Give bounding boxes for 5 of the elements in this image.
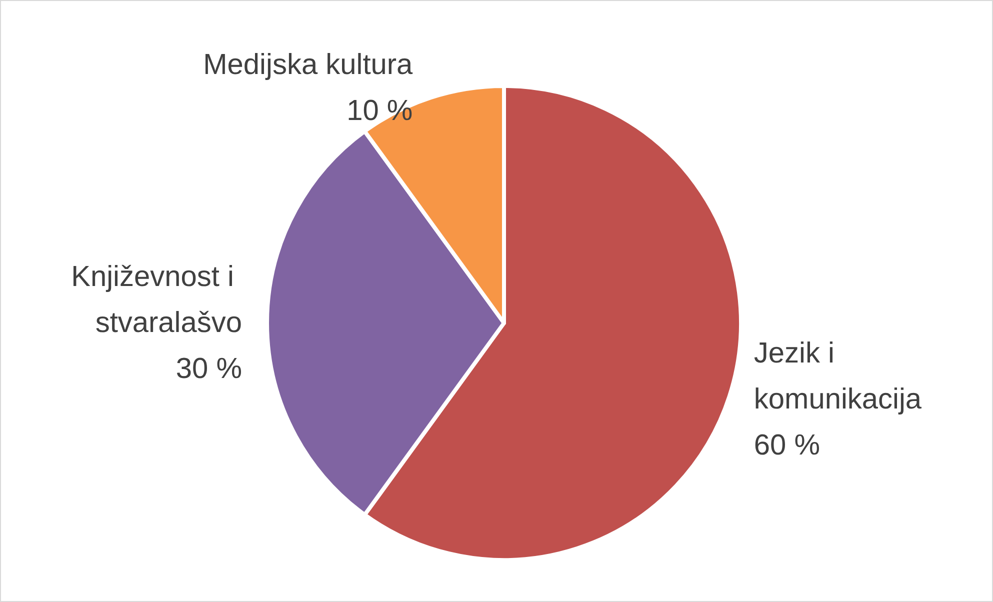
data-label: 60 % <box>754 429 820 462</box>
slice-label: Književnost i stvaralašvo <box>71 261 242 339</box>
slice-label: Jezik i komunikacija <box>754 337 922 416</box>
data-label: 30 % <box>176 353 242 385</box>
slice-label: Medijska kultura <box>203 49 414 82</box>
